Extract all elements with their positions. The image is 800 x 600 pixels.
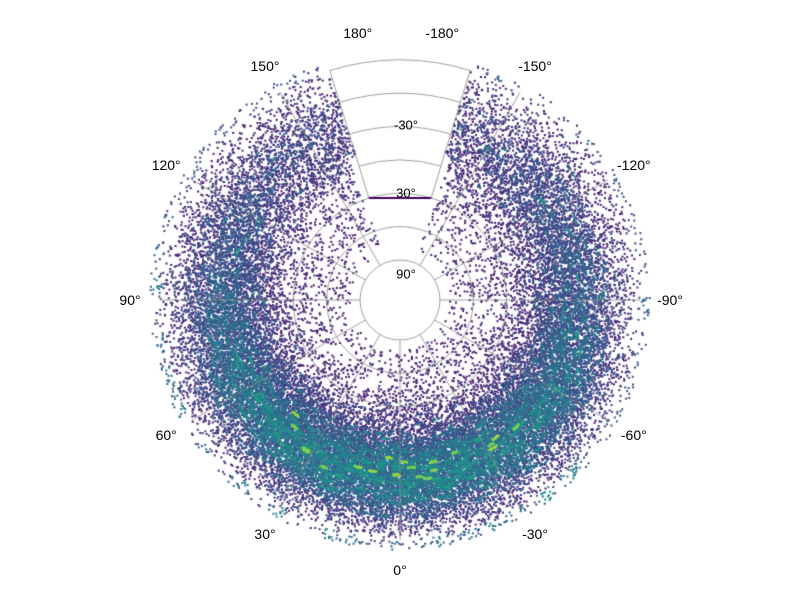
- axis-tick-label: -30°: [522, 526, 548, 542]
- axis-tick-label: 30°: [396, 186, 416, 201]
- axis-tick-label: -180°: [425, 25, 459, 41]
- axis-tick-label: 150°: [251, 58, 280, 74]
- axis-tick-label: 30°: [254, 526, 275, 542]
- axis-tick-label: -60°: [621, 427, 647, 443]
- axis-tick-label: -120°: [617, 157, 651, 173]
- axis-tick-label: 180°: [343, 25, 372, 41]
- axis-tick-label: -90°: [657, 292, 683, 308]
- axis-tick-label: 120°: [152, 157, 181, 173]
- axis-tick-label: 90°: [396, 267, 416, 282]
- axis-tick-label: -30°: [394, 117, 418, 132]
- axis-tick-label: 0°: [393, 562, 406, 578]
- axis-tick-label: 60°: [156, 427, 177, 443]
- axis-tick-label: 90°: [119, 292, 140, 308]
- axis-tick-label: -150°: [518, 58, 552, 74]
